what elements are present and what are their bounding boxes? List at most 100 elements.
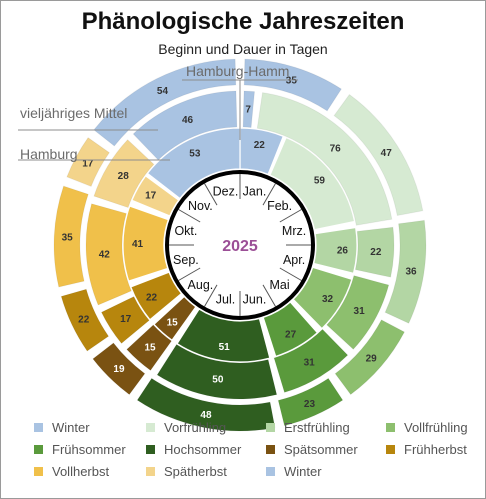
segment-hamburg-5	[156, 343, 278, 400]
legend-label-1: Vorfrühling	[164, 420, 227, 435]
legend-swatch-4	[34, 445, 43, 454]
legend-item-2: Erstfrühling	[266, 420, 350, 435]
segment-hamburg-hamm-1	[269, 136, 356, 231]
segment-label-hamburg-hamm-4: 27	[285, 330, 297, 341]
segment-label-mittel-2: 36	[405, 266, 417, 277]
segment-label-mittel-6: 19	[113, 364, 125, 375]
segment-hamburg-4	[273, 328, 349, 394]
segment-hamburg-hamm-5	[176, 308, 271, 363]
segment-label-hamburg-9: 28	[118, 171, 130, 182]
segment-mittel-5	[136, 377, 276, 432]
ring-hamburg: 7 76 22 31 31 50 15 17 42 28 46	[85, 90, 395, 400]
legend-swatch-7	[386, 445, 395, 454]
segment-hamburg-hamm-3	[292, 266, 353, 330]
legend-item-1: Vorfrühling	[146, 420, 226, 435]
month-divider-10	[178, 209, 201, 223]
month-label-2: Mrz.	[282, 224, 306, 238]
ring-label-mittel: vieljähriges Mittel	[20, 105, 128, 121]
segment-hamburg-hamm-7	[129, 271, 183, 321]
legend-item-8: Vollherbst	[34, 464, 109, 479]
month-divider-7	[204, 284, 218, 307]
segment-label-hamburg-hamm-10: 53	[189, 148, 201, 159]
legend-swatch-0	[34, 423, 43, 432]
segment-label-hamburg-1: 76	[330, 143, 342, 154]
segment-label-hamburg-hamm-2: 26	[337, 245, 349, 256]
segment-label-hamburg-hamm-5: 51	[219, 342, 231, 353]
month-divider-5	[262, 284, 276, 307]
segment-hamburg-9	[93, 139, 155, 209]
month-dial	[165, 170, 315, 320]
legend-item-7: Frühherbst	[386, 442, 467, 457]
month-divider-2	[279, 209, 302, 223]
legend-label-7: Frühherbst	[404, 442, 467, 457]
segment-label-hamburg-hamm-9: 17	[145, 190, 157, 201]
segment-label-hamburg-hamm-8: 41	[132, 239, 144, 250]
segment-label-hamburg-hamm-6: 15	[167, 317, 179, 328]
month-label-6: Jul.	[216, 293, 235, 307]
month-label-1: Feb.	[267, 199, 292, 213]
legend-label-5: Hochsommer	[164, 442, 242, 457]
month-label-4: Mai	[270, 278, 290, 292]
legend-swatch-8	[34, 467, 43, 476]
segment-label-hamburg-hamm-3: 32	[322, 294, 334, 305]
segment-mittel-6	[92, 342, 146, 396]
segment-label-hamburg-7: 17	[120, 314, 132, 325]
month-divider-11	[204, 183, 218, 206]
legend-swatch-10	[266, 467, 275, 476]
segment-mittel-0	[243, 58, 343, 112]
chart-subtitle: Beginn und Dauer in Tagen	[158, 41, 328, 57]
segment-hamburg-hamm-0	[239, 127, 285, 176]
month-label-0: Jan.	[243, 184, 267, 198]
month-label-10: Nov.	[188, 199, 213, 213]
month-label-8: Sep.	[173, 253, 199, 267]
segment-hamburg-7	[100, 295, 150, 345]
segment-label-hamburg-3: 31	[354, 306, 366, 317]
legend-swatch-5	[146, 445, 155, 454]
segment-mittel-8	[53, 185, 89, 288]
month-divider-4	[279, 267, 302, 281]
legend-item-5: Hochsommer	[146, 442, 241, 457]
legend-label-3: Vollfrühling	[404, 420, 468, 435]
month-label-11: Dez.	[213, 184, 239, 198]
legend-item-9: Spätherbst	[146, 464, 227, 479]
segment-label-hamburg-hamm-0: 22	[254, 140, 266, 151]
segment-label-mittel-5: 48	[200, 410, 212, 421]
legend-label-2: Erstfrühling	[284, 420, 350, 435]
legend-label-6: Spätsommer	[284, 442, 358, 457]
legend-item-3: Vollfrühling	[386, 420, 468, 435]
segment-hamburg-hamm-8	[122, 205, 170, 282]
segment-mittel-2	[384, 219, 427, 324]
legend-swatch-2	[266, 423, 275, 432]
center-year: 2025	[222, 238, 258, 255]
segment-mittel-9	[66, 136, 111, 188]
segment-label-hamburg-8: 42	[99, 249, 111, 260]
legend-swatch-9	[146, 467, 155, 476]
segment-hamburg-2	[354, 226, 395, 278]
ring-label-hamburg-hamm: Hamburg-Hamm	[186, 63, 290, 79]
segment-label-hamburg-5: 50	[212, 375, 224, 386]
segment-mittel-4	[277, 377, 344, 427]
legend-swatch-1	[146, 423, 155, 432]
segment-hamburg-hamm-2	[313, 226, 358, 275]
segment-hamburg-8	[85, 203, 132, 306]
legend-label-9: Spätherbst	[164, 464, 227, 479]
segment-hamburg-hamm-4	[262, 301, 319, 358]
chart-title: Phänologische Jahreszeiten	[81, 8, 405, 35]
segment-mittel-3	[334, 319, 406, 396]
segment-label-mittel-0: 35	[286, 75, 298, 86]
month-label-7: Aug.	[188, 278, 214, 292]
segment-hamburg-3	[326, 275, 390, 351]
legend-label-4: Frühsommer	[52, 442, 126, 457]
segment-label-mittel-9: 17	[82, 158, 94, 169]
segment-label-mittel-1: 47	[381, 148, 393, 159]
segment-label-hamburg-6: 15	[144, 342, 156, 353]
segment-hamburg-0	[242, 90, 256, 129]
legend-swatch-6	[266, 445, 275, 454]
segment-hamburg-1	[256, 92, 393, 226]
segment-mittel-7	[60, 288, 110, 352]
ring-mittel: 35 47 36 29 23 48 19 22 35 17 54	[53, 58, 427, 432]
segment-label-hamburg-hamm-1: 59	[314, 176, 326, 187]
segment-hamburg-hamm-6	[153, 295, 197, 342]
segment-hamburg-6	[126, 324, 173, 372]
